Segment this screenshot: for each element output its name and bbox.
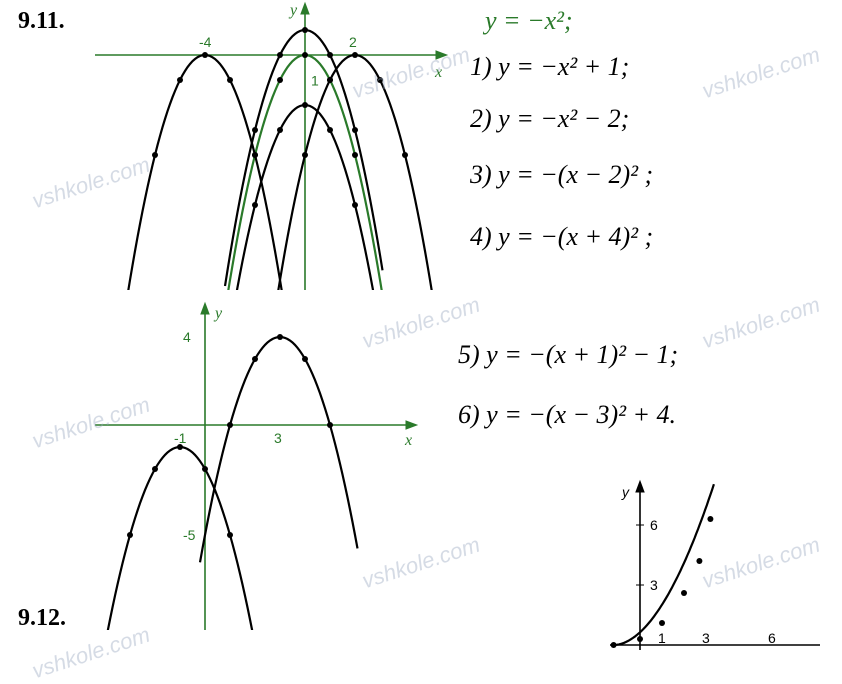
svg-text:1: 1 bbox=[658, 630, 666, 646]
svg-text:x: x bbox=[404, 432, 412, 449]
svg-text:6: 6 bbox=[650, 517, 658, 533]
svg-text:1: 1 bbox=[311, 73, 319, 89]
svg-text:-1: -1 bbox=[174, 430, 187, 446]
svg-text:-4: -4 bbox=[199, 34, 212, 50]
equation-1: 1) y = −x² + 1; bbox=[470, 52, 629, 82]
svg-text:x: x bbox=[434, 64, 442, 81]
svg-text:6: 6 bbox=[768, 630, 776, 646]
svg-text:y: y bbox=[288, 2, 298, 19]
svg-text:-5: -5 bbox=[183, 527, 196, 543]
equation-4: 4) y = −(x + 4)² ; bbox=[470, 222, 653, 252]
svg-text:3: 3 bbox=[274, 430, 282, 446]
watermark: vshkole.com bbox=[699, 292, 823, 355]
watermark: vshkole.com bbox=[699, 42, 823, 105]
problem-number-912: 9.12. bbox=[18, 605, 66, 632]
equation-3: 3) y = −(x − 2)² ; bbox=[470, 160, 653, 190]
svg-text:3: 3 bbox=[650, 577, 658, 593]
svg-text:3: 3 bbox=[702, 630, 710, 646]
equation-5: 5) y = −(x + 1)² − 1; bbox=[458, 340, 678, 370]
equation-2: 2) y = −x² − 2; bbox=[470, 104, 629, 134]
chart-911-top: y x -4 2 1 bbox=[95, 0, 455, 290]
chart-912-fragment: y 1 3 6 3 6 bbox=[610, 475, 830, 655]
svg-text:2: 2 bbox=[349, 34, 357, 50]
chart-911-bottom: y x -1 3 4 -5 bbox=[95, 300, 455, 630]
svg-text:y: y bbox=[213, 305, 223, 322]
equation-base: y = −x²; bbox=[485, 6, 573, 36]
svg-text:y: y bbox=[621, 484, 630, 500]
svg-text:4: 4 bbox=[183, 329, 191, 345]
problem-number-911: 9.11. bbox=[18, 8, 65, 35]
equation-6: 6) y = −(x − 3)² + 4. bbox=[458, 400, 676, 430]
